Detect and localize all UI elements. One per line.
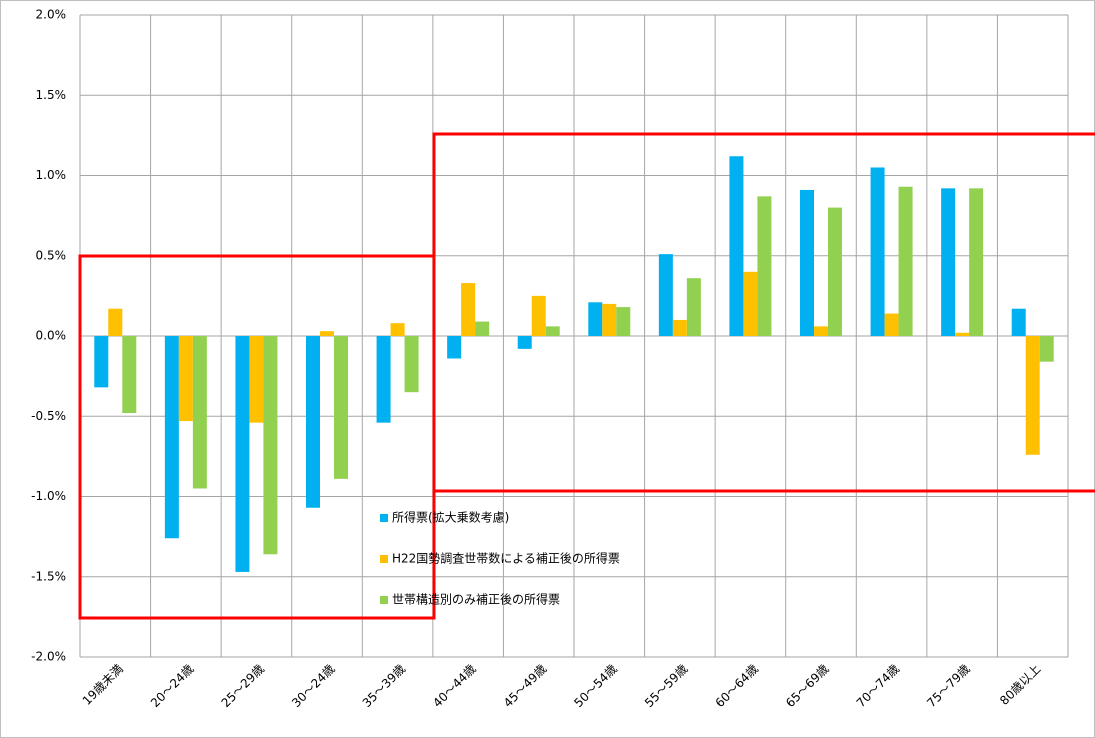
- bar: [757, 196, 772, 336]
- bar: [263, 336, 278, 555]
- bar: [517, 336, 532, 349]
- y-tick-label: 0.5%: [36, 248, 67, 262]
- legend-label: H22国勢調査世帯数による補正後の所得票: [392, 551, 620, 566]
- y-tick-label: -2.0%: [31, 650, 66, 664]
- bar: [686, 278, 701, 336]
- bar: [616, 307, 631, 336]
- legend-label: 所得票(拡大乗数考慮): [392, 510, 509, 525]
- bar: [376, 336, 391, 423]
- bar: [884, 313, 899, 336]
- bar: [955, 332, 970, 336]
- bar: [164, 336, 179, 539]
- bar: [658, 254, 673, 336]
- legend-swatch: [380, 596, 388, 604]
- bar: [404, 336, 419, 393]
- y-tick-label: -1.5%: [31, 569, 66, 583]
- bar: [1011, 308, 1026, 336]
- bar: [447, 336, 462, 359]
- y-tick-label: 1.0%: [36, 168, 67, 182]
- bar: [800, 189, 814, 336]
- bar: [729, 156, 744, 336]
- bar: [108, 308, 123, 336]
- y-tick-label: -0.5%: [31, 409, 66, 423]
- bar: [122, 336, 137, 414]
- bar: [94, 336, 109, 388]
- plot-area: -2.0% -1.5% -1.0% -0.5% 0.0% 0.5% 1.0% 1.5% 2.0%…: [31, 8, 1069, 710]
- legend: 所得票(拡大乗数考慮) H22国勢調査世帯数による補正後の所得票世帯構造別のみ補正…: [380, 510, 620, 607]
- bar: [588, 302, 603, 336]
- bar: [814, 326, 828, 336]
- y-tick-label: -1.0%: [31, 489, 66, 503]
- bar: [969, 188, 984, 336]
- legend-swatch: [380, 555, 388, 563]
- bar: [192, 336, 207, 489]
- bar: [306, 336, 320, 508]
- bar: [320, 331, 334, 336]
- bar: [1039, 336, 1054, 362]
- bar: [870, 167, 885, 336]
- bar: [672, 319, 687, 336]
- bar: [828, 207, 842, 336]
- bar: [531, 295, 546, 336]
- y-tick-label: 2.0%: [36, 8, 67, 22]
- bar: [461, 283, 476, 336]
- y-tick-label: 1.5%: [36, 88, 67, 102]
- bar: [235, 336, 250, 572]
- highlight-box: [432, 132, 1095, 493]
- bar: [475, 321, 490, 336]
- bar: [941, 188, 956, 336]
- bar: [1025, 336, 1040, 455]
- bar: [743, 271, 758, 336]
- legend-label: 世帯構造別のみ補正後の所得票: [392, 592, 560, 607]
- legend-swatch: [380, 514, 388, 522]
- bar: [249, 336, 264, 423]
- bar: [178, 336, 193, 422]
- bar: [334, 336, 348, 479]
- bar: [898, 186, 913, 336]
- bar: [545, 326, 560, 336]
- y-tick-label: 0.0%: [36, 329, 67, 343]
- bar: [390, 323, 405, 336]
- bar: [602, 303, 617, 336]
